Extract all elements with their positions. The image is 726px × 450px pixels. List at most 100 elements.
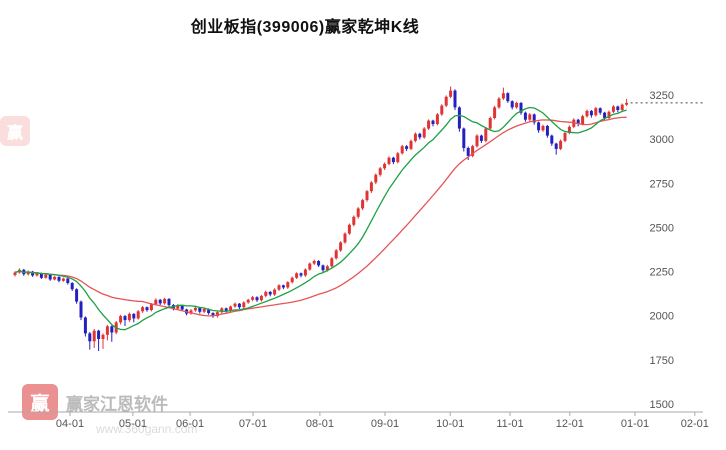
candle-body [457, 107, 461, 129]
watermark-seal-left: 赢 [0, 116, 30, 146]
candle-body [422, 128, 426, 138]
candle-body [149, 304, 153, 311]
candle-body [493, 107, 497, 118]
candle-body [281, 285, 285, 288]
candle-body [453, 90, 457, 108]
candle-body [66, 278, 70, 283]
page-title: 创业板指(399006)赢家乾坤K线 [190, 19, 420, 36]
candle-body [361, 200, 365, 209]
candle-body [246, 299, 250, 303]
candle-body [611, 106, 615, 112]
candle-body [589, 110, 593, 116]
candle-body [563, 133, 567, 141]
candle-body [471, 146, 475, 156]
candle-body [334, 250, 338, 259]
candle-body [119, 316, 123, 323]
candle-body [330, 258, 334, 267]
candle-body [312, 261, 316, 264]
candle-body [88, 333, 92, 342]
candle-body [13, 272, 17, 276]
candle-body [237, 303, 241, 308]
brand-logo-icon: 赢 [22, 384, 58, 420]
ma-long-line [14, 116, 627, 317]
candle-body [242, 302, 246, 308]
candle-body [220, 308, 224, 313]
y-axis: 1500 1750 2000 2250 2500 2750 3000 3250 [650, 90, 674, 411]
candle-body [440, 105, 444, 115]
candle-body [132, 313, 136, 319]
watermark-brand: 赢 赢家江恩软件 www.360gann.com [22, 384, 197, 436]
candle-body [378, 168, 382, 175]
candle-body [497, 98, 501, 108]
ma-short-line [14, 106, 627, 331]
candle-body [484, 128, 488, 141]
candle-body [211, 313, 215, 317]
x-axis-label: 06-01 [176, 418, 204, 430]
x-axis-label: 09-01 [371, 418, 399, 430]
candle-body [352, 216, 356, 225]
x-axis-label: 10-01 [436, 418, 464, 430]
y-axis-label: 2250 [650, 267, 674, 279]
x-axis-label: 07-01 [239, 418, 267, 430]
candle-body [92, 330, 96, 342]
candle-body [374, 174, 378, 183]
candle-body [286, 282, 290, 288]
candle-body [229, 306, 233, 311]
candle-body [325, 266, 329, 271]
candle-body [576, 119, 580, 125]
candle-body [607, 111, 611, 118]
y-axis-label: 3000 [650, 134, 674, 146]
y-axis-label: 2750 [650, 178, 674, 190]
x-axis-label: 02-01 [681, 418, 709, 430]
candle-body [295, 273, 299, 278]
candle-body [123, 316, 127, 321]
candle-body [299, 273, 303, 276]
candle-body [559, 140, 563, 149]
candle-body [625, 102, 629, 105]
candle-body [515, 102, 519, 108]
brand-logo-icon: 赢 [0, 116, 30, 146]
candle-body [532, 114, 536, 123]
candle-body [581, 116, 585, 125]
candle-body [145, 307, 149, 311]
candle-body [75, 289, 79, 302]
candle-body [167, 298, 171, 306]
candle-body [48, 274, 52, 280]
candle-body [616, 106, 620, 110]
candle-body [79, 301, 83, 318]
candle-body [413, 133, 417, 141]
candle-body [550, 135, 554, 144]
candle-body [369, 182, 373, 192]
y-axis-label: 3250 [650, 90, 674, 102]
x-axis-label: 05-01 [119, 418, 147, 430]
candle-body [400, 146, 404, 154]
candle-body [510, 101, 514, 108]
candle-body [528, 114, 532, 120]
candle-body [462, 128, 466, 148]
candle-body [391, 157, 395, 163]
candle-body [387, 157, 391, 164]
candle-body [396, 153, 400, 163]
candle-body [506, 93, 510, 102]
candle-body [163, 298, 167, 304]
candle-body [273, 289, 277, 295]
candle-body [180, 305, 184, 310]
candle-body [189, 310, 193, 314]
candle-body [303, 269, 307, 276]
x-axis-label: 08-01 [306, 418, 334, 430]
candle-body [449, 90, 453, 97]
candle-body [290, 277, 294, 283]
x-axis-label: 12-01 [556, 418, 584, 430]
candle-body [585, 110, 589, 117]
candle-body [409, 140, 413, 149]
candle-body [308, 263, 312, 270]
candle-body [383, 163, 387, 169]
candle-body [110, 326, 114, 333]
candle-body [466, 148, 470, 156]
candle-body [198, 307, 202, 312]
y-axis-label: 2500 [650, 222, 674, 234]
candle-body [488, 118, 492, 129]
candle-body [202, 309, 206, 312]
brand-logo-char: 赢 [6, 125, 23, 142]
